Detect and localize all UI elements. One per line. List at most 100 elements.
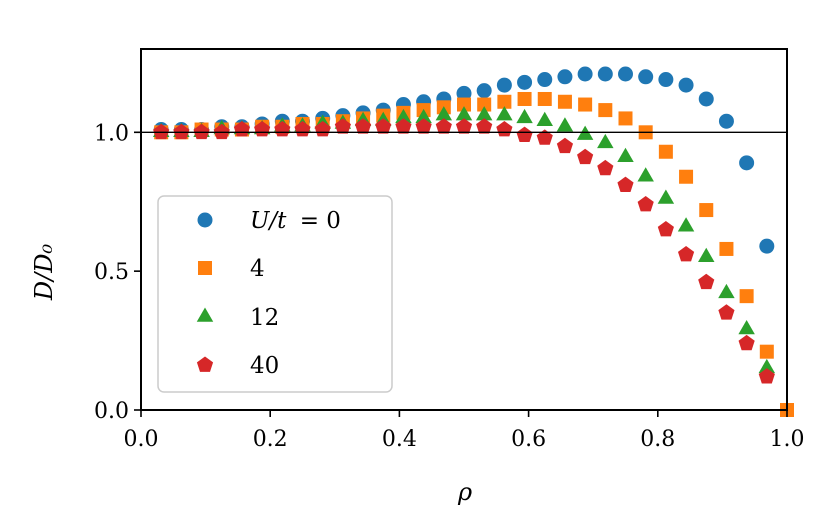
y-tick-label: 0.5 xyxy=(94,260,129,285)
data-point xyxy=(516,108,533,124)
data-point xyxy=(415,118,432,134)
y-tick-label: 0.0 xyxy=(94,399,129,424)
data-point xyxy=(738,334,755,351)
data-point xyxy=(415,108,432,124)
data-point xyxy=(577,148,594,165)
data-point xyxy=(759,344,774,359)
x-tick-label: 0.0 xyxy=(124,427,159,452)
data-point xyxy=(637,167,654,182)
data-point xyxy=(739,289,754,304)
data-point xyxy=(476,118,493,134)
data-point xyxy=(618,111,633,126)
data-point xyxy=(537,72,553,88)
data-point xyxy=(457,97,471,112)
data-point xyxy=(617,176,634,192)
data-point xyxy=(557,94,572,109)
data-point xyxy=(698,91,714,107)
data-point xyxy=(516,126,533,142)
data-point xyxy=(456,85,472,101)
x-tick-label: 0.6 xyxy=(511,427,546,452)
data-point xyxy=(638,69,654,85)
x-tick-label: 1.0 xyxy=(770,427,805,452)
data-point xyxy=(556,117,574,132)
data-point xyxy=(496,77,512,93)
data-point xyxy=(758,358,776,374)
data-point xyxy=(718,113,734,129)
data-marks xyxy=(152,66,794,417)
legend-label-series-1-value: = 0 xyxy=(300,208,341,234)
data-point xyxy=(537,91,552,106)
data-point xyxy=(476,83,492,99)
data-point xyxy=(679,169,694,184)
data-point xyxy=(213,123,230,140)
data-point xyxy=(718,304,735,320)
data-point xyxy=(395,118,412,134)
legend-label-series-3: 12 xyxy=(250,305,279,331)
data-point xyxy=(557,69,573,85)
data-point xyxy=(496,106,513,121)
data-point xyxy=(719,241,734,256)
data-point xyxy=(536,129,553,145)
data-point xyxy=(658,144,673,159)
data-point xyxy=(699,203,714,218)
data-point xyxy=(497,94,512,109)
legend-box xyxy=(157,195,393,393)
data-point xyxy=(455,118,473,134)
data-point xyxy=(395,108,412,124)
data-point xyxy=(598,103,613,118)
legend-label-series-1-prefix: U/t xyxy=(250,208,287,234)
series-4 xyxy=(153,118,775,384)
data-point xyxy=(455,106,473,121)
data-point xyxy=(658,72,674,88)
data-point xyxy=(678,77,694,93)
data-point xyxy=(597,159,614,176)
x-axis-ticks: 0.0 0.2 0.4 0.6 0.8 1.0 xyxy=(124,410,805,452)
data-point xyxy=(657,221,674,237)
legend-marker-series-1 xyxy=(197,212,213,228)
data-point xyxy=(597,133,614,149)
data-point xyxy=(475,106,493,121)
data-point xyxy=(657,189,675,204)
data-point xyxy=(153,123,170,140)
data-point xyxy=(739,155,755,171)
y-tick-label: 1.0 xyxy=(94,121,129,146)
legend-marker-series-4 xyxy=(196,356,214,372)
data-point xyxy=(517,91,532,106)
legend-label-series-2: 4 xyxy=(250,256,265,282)
data-point xyxy=(435,118,452,134)
data-point xyxy=(738,319,755,335)
legend-label-series-1: U/t = 0 xyxy=(250,208,341,234)
legend-marker-series-3 xyxy=(196,307,214,322)
data-point xyxy=(597,66,613,82)
x-tick-label: 0.2 xyxy=(253,427,288,452)
legend-label-series-4: 40 xyxy=(250,353,279,379)
data-point xyxy=(577,66,593,82)
data-point xyxy=(496,121,513,137)
data-point xyxy=(698,247,715,263)
data-point xyxy=(536,111,553,126)
data-point xyxy=(637,196,654,212)
legend: U/t = 0 4 12 40 xyxy=(157,195,393,393)
data-point xyxy=(334,118,351,134)
data-point xyxy=(578,97,593,112)
data-point xyxy=(375,118,392,134)
plot-frame xyxy=(140,48,788,411)
y-axis-ticks: 0.0 0.5 1.0 xyxy=(94,121,141,424)
data-point xyxy=(477,97,492,112)
y-axis-label: D/D₀ xyxy=(30,244,58,302)
x-tick-label: 0.4 xyxy=(382,427,417,452)
data-point xyxy=(677,245,695,262)
data-point xyxy=(517,74,533,90)
data-point xyxy=(193,123,210,140)
data-point xyxy=(759,238,775,254)
data-point xyxy=(354,118,372,134)
data-point xyxy=(618,66,633,82)
data-point xyxy=(758,368,775,384)
legend-marker-series-2 xyxy=(198,261,212,275)
x-axis-label: ρ xyxy=(457,478,472,506)
data-point xyxy=(617,147,634,163)
data-point xyxy=(718,283,735,299)
x-tick-label: 0.8 xyxy=(640,427,675,452)
data-point xyxy=(173,123,190,140)
